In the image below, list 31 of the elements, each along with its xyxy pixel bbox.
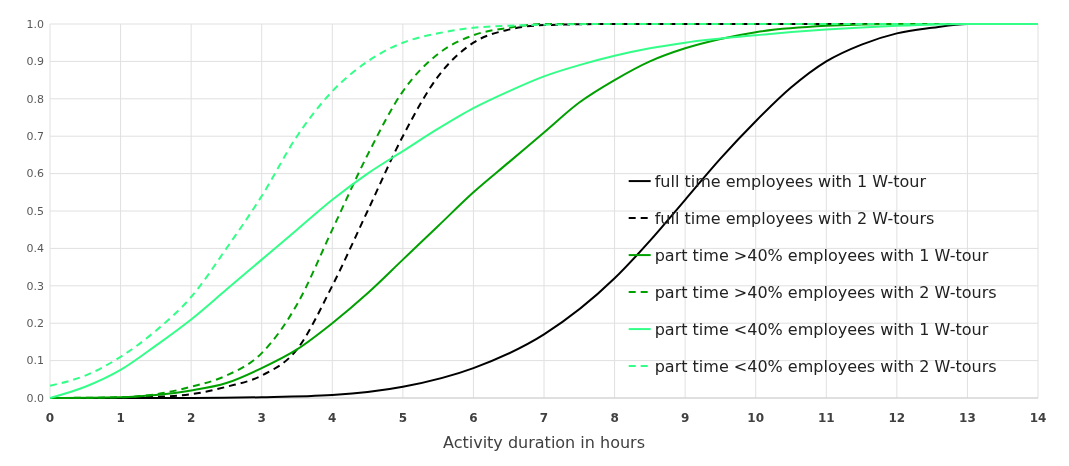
- y-tick-label: 0.8: [26, 92, 44, 106]
- y-tick-label: 0.4: [26, 242, 44, 256]
- x-tick-label: 8: [610, 411, 619, 425]
- y-tick-label: 0.0: [26, 391, 44, 405]
- x-tick-label: 11: [817, 411, 835, 425]
- x-tick-label: 4: [328, 411, 337, 425]
- x-axis-title: Activity duration in hours: [443, 433, 645, 452]
- x-tick-label: 5: [398, 411, 408, 425]
- x-tick-label: 7: [539, 411, 549, 425]
- x-tick-label: 1: [116, 411, 125, 425]
- legend-label: part time >40% employees with 2 W-tours: [654, 282, 997, 302]
- x-tick-label: 2: [186, 411, 196, 425]
- y-tick-label: 0.3: [26, 279, 44, 293]
- x-tick-label: 0: [45, 411, 55, 425]
- x-tick-label: 10: [747, 411, 765, 425]
- x-tick-label: 14: [1029, 411, 1047, 425]
- y-tick-label: 1.0: [26, 17, 44, 31]
- legend-label: part time <40% employees with 1 W-tour: [654, 319, 989, 339]
- y-tick-label: 0.2: [26, 317, 44, 331]
- legend-label: part time <40% employees with 2 W-tours: [654, 356, 997, 376]
- y-tick-label: 0.5: [26, 204, 44, 218]
- legend-label: part time >40% employees with 1 W-tour: [654, 245, 989, 265]
- x-tick-label: 12: [888, 411, 906, 425]
- y-tick-label: 0.6: [26, 167, 44, 181]
- y-tick-label: 0.1: [26, 354, 44, 368]
- y-tick-label: 0.9: [26, 55, 44, 69]
- x-tick-label: 13: [959, 411, 976, 425]
- x-tick-label: 6: [469, 411, 478, 425]
- y-tick-label: 0.7: [26, 130, 44, 144]
- x-tick-label: 3: [257, 411, 266, 425]
- x-tick-label: 9: [680, 411, 690, 425]
